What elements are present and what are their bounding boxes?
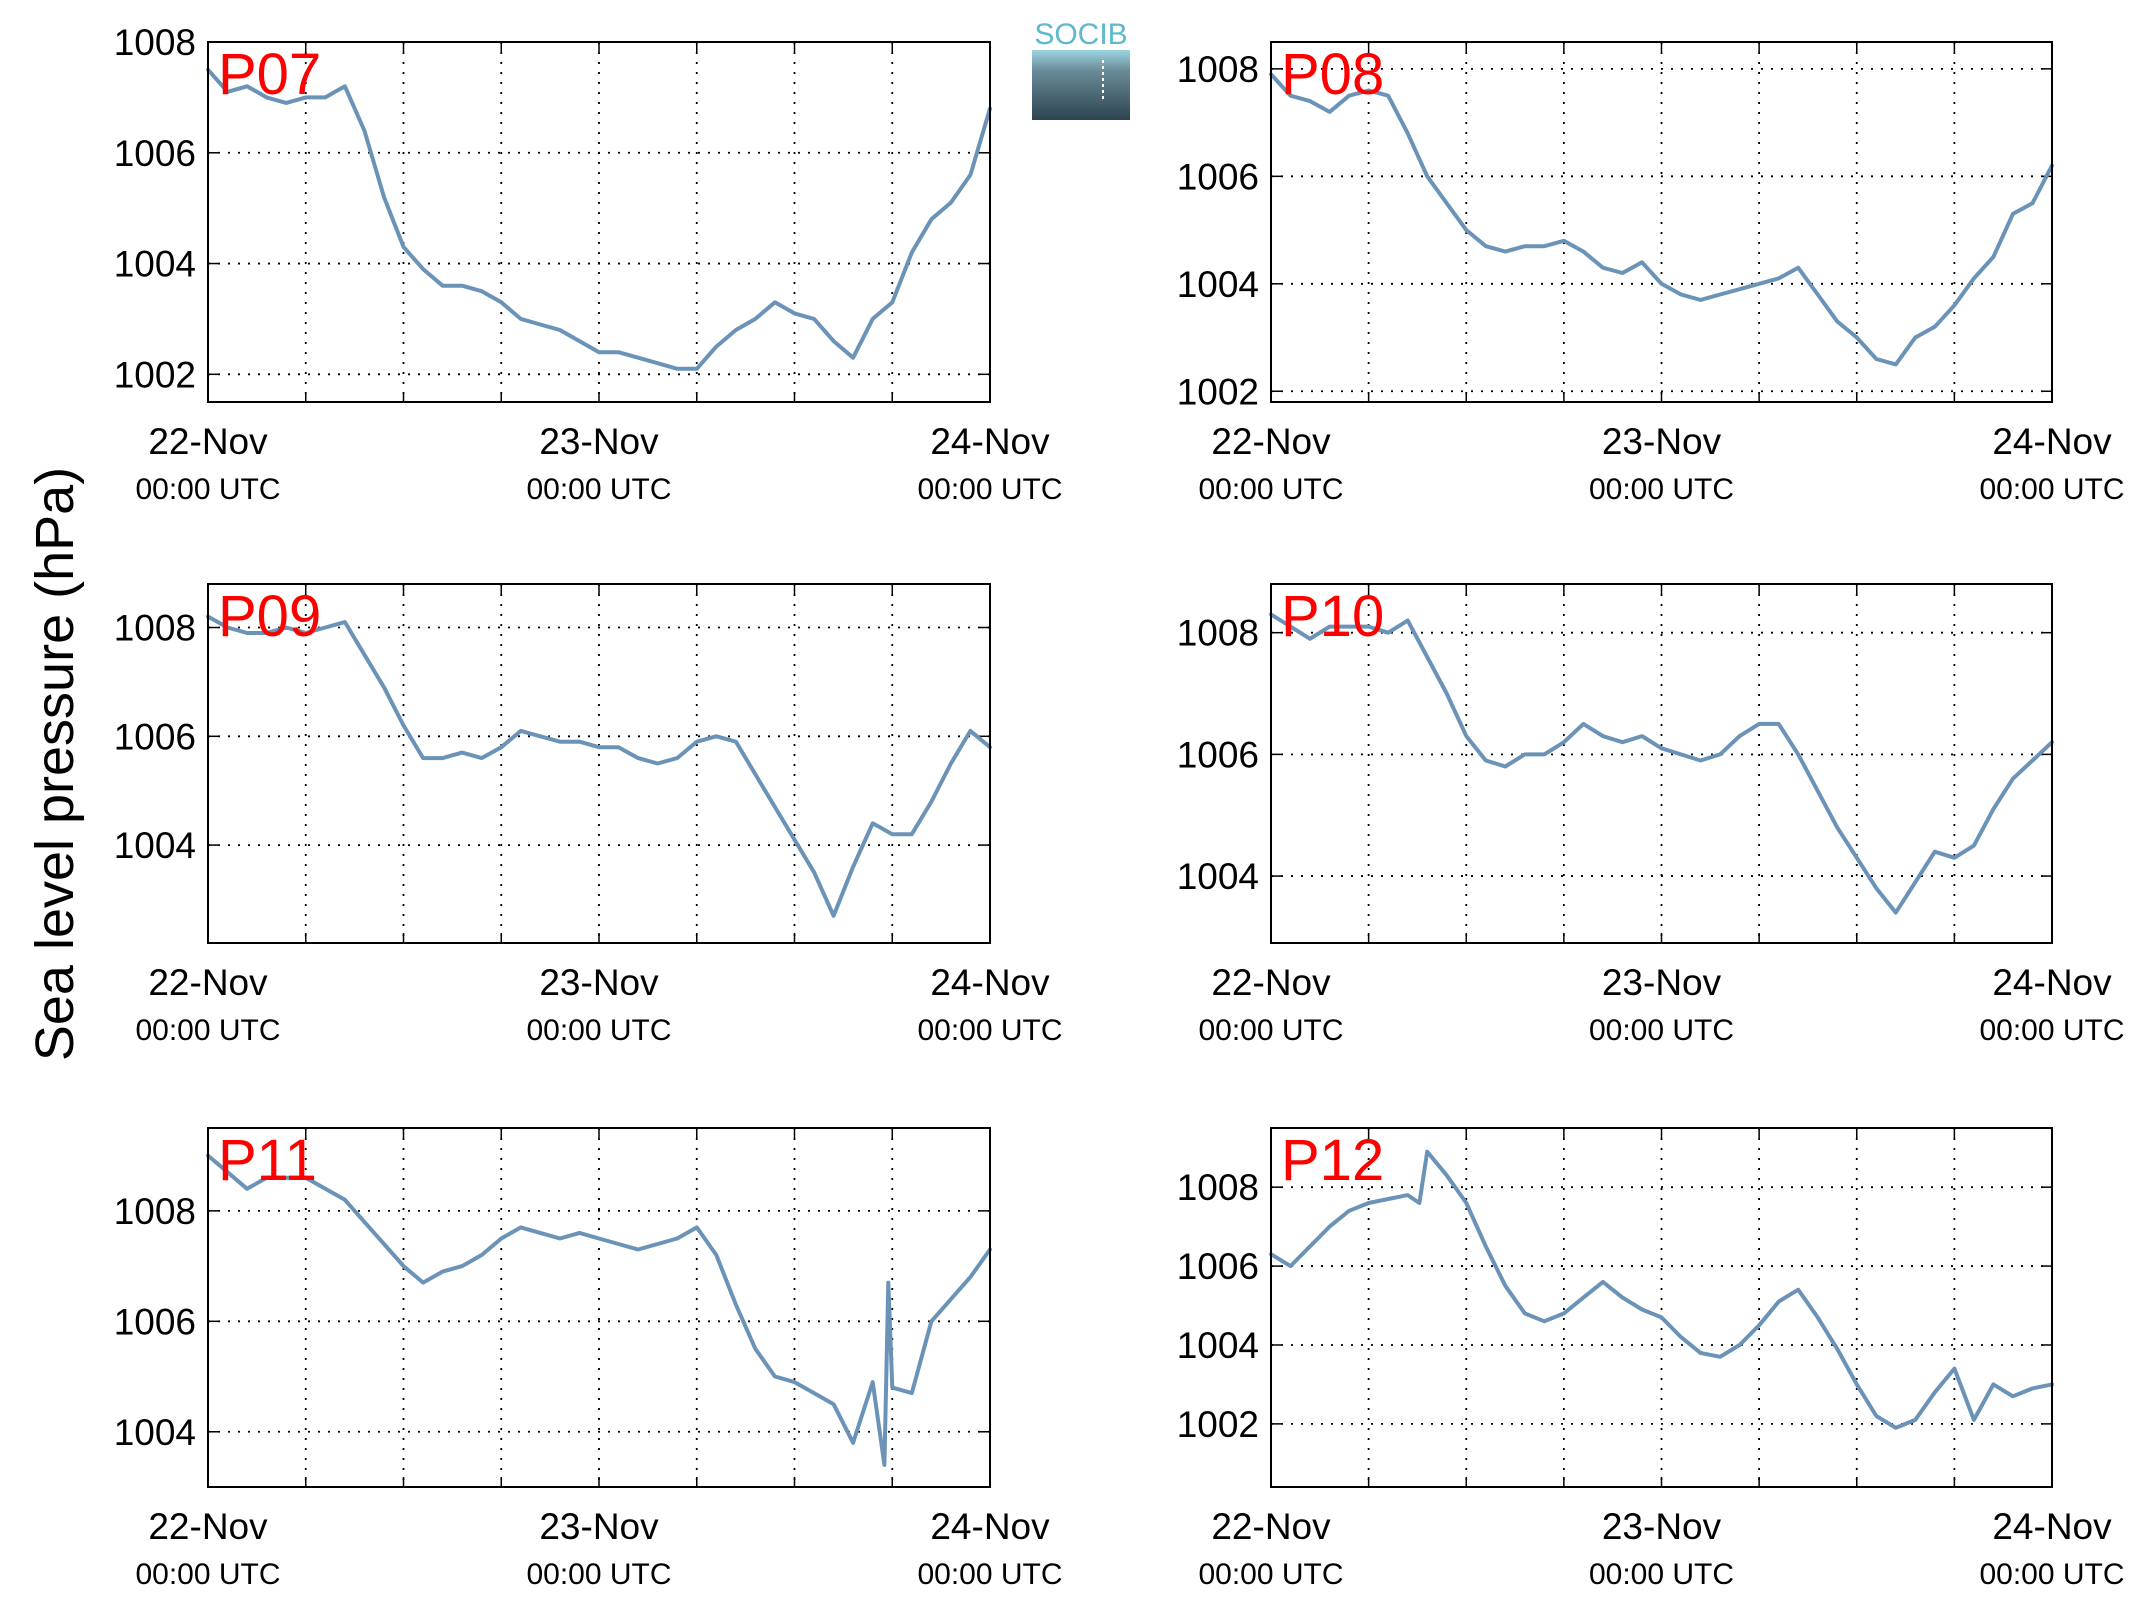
y-tick-label: 1008 [114, 22, 196, 63]
series-line [206, 614, 992, 918]
x-tick-label-date: 23-Nov [539, 421, 659, 462]
chart-panel: 1004 1006 1008 22-Nov 00:00 UTC 23-Nov 00:00 U… [114, 583, 1063, 1047]
panel-label: P11 [218, 1128, 317, 1193]
x-tick-label-time: 00:00 UTC [135, 473, 280, 506]
chart-panel: 1004 1006 1008 22-Nov 00:00 UTC 23-Nov 00:00 U… [1177, 583, 2125, 1047]
x-tick-label-date: 22-Nov [148, 421, 268, 462]
y-tick-label: 1006 [1177, 1246, 1259, 1287]
chart-panel: 1002 1004 1006 1008 22-Nov 00:00 UTC 23-Nov 00:… [1177, 41, 2125, 506]
x-tick-label-date: 23-Nov [539, 1506, 659, 1547]
y-tick-label: 1008 [1177, 1167, 1259, 1208]
y-tick-label: 1004 [1177, 1325, 1259, 1366]
axes-frame [1270, 41, 2053, 403]
chart-panel: 1002 1004 1006 1008 22-Nov 00:00 UTC 23-Nov 00:… [1177, 1127, 2125, 1591]
x-tick-label-time: 00:00 UTC [135, 1014, 280, 1047]
y-tick-label: 1004 [114, 1412, 196, 1453]
x-tick-label-time: 00:00 UTC [135, 1558, 280, 1591]
series-line [1269, 1149, 2054, 1430]
x-tick-label-date: 22-Nov [1211, 421, 1331, 462]
x-tick-label-date: 24-Nov [930, 421, 1050, 462]
y-tick-label: 1004 [114, 244, 196, 285]
series-line [1269, 612, 2054, 915]
x-tick-label-date: 24-Nov [930, 1506, 1050, 1547]
x-tick-label-time: 00:00 UTC [526, 473, 671, 506]
panel-label: P08 [1281, 42, 1384, 107]
y-tick-label: 1004 [1177, 856, 1259, 897]
series-line [206, 1153, 992, 1467]
x-tick-label-date: 23-Nov [1602, 421, 1722, 462]
x-tick-label-time: 00:00 UTC [1979, 1014, 2124, 1047]
x-tick-label-time: 00:00 UTC [1979, 473, 2124, 506]
logo-graphic [1032, 50, 1130, 120]
y-tick-label: 1002 [1177, 1404, 1259, 1445]
axes-frame [207, 1127, 991, 1488]
chart-panel: 1002 1004 1006 1008 22-Nov 00:00 UTC 23-Nov 00:… [114, 22, 1063, 506]
logo-text: SOCIB [1034, 18, 1127, 51]
axes-frame [1270, 583, 2053, 944]
panel-label: P12 [1281, 1128, 1384, 1193]
x-tick-label-date: 22-Nov [148, 1506, 268, 1547]
x-tick-label-time: 00:00 UTC [1589, 473, 1734, 506]
x-tick-label-time: 00:00 UTC [526, 1558, 671, 1591]
x-tick-label-time: 00:00 UTC [1589, 1014, 1734, 1047]
x-tick-label-date: 24-Nov [1992, 962, 2112, 1003]
y-tick-label: 1006 [114, 716, 196, 757]
y-tick-label: 1008 [1177, 613, 1259, 654]
x-tick-label-time: 00:00 UTC [1198, 473, 1343, 506]
x-tick-label-time: 00:00 UTC [917, 1558, 1062, 1591]
y-tick-label: 1008 [1177, 49, 1259, 90]
x-tick-label-date: 22-Nov [148, 962, 268, 1003]
x-tick-label-date: 22-Nov [1211, 962, 1331, 1003]
series-line [206, 67, 992, 371]
socib-logo: SOCIB [1032, 18, 1130, 120]
x-tick-label-date: 24-Nov [1992, 421, 2112, 462]
x-tick-label-time: 00:00 UTC [1589, 1558, 1734, 1591]
y-tick-label: 1006 [114, 133, 196, 174]
x-tick-label-time: 00:00 UTC [1198, 1558, 1343, 1591]
axes-frame [207, 41, 991, 403]
y-tick-label: 1006 [114, 1301, 196, 1342]
panel-label: P10 [1281, 584, 1384, 649]
x-tick-label-time: 00:00 UTC [917, 1014, 1062, 1047]
y-tick-label: 1002 [114, 354, 196, 395]
y-tick-label: 1006 [1177, 156, 1259, 197]
panel-label: P09 [218, 584, 321, 649]
y-tick-label: 1002 [1177, 371, 1259, 412]
axes-frame [207, 583, 991, 944]
x-tick-label-time: 00:00 UTC [917, 473, 1062, 506]
x-tick-label-date: 23-Nov [1602, 962, 1722, 1003]
x-tick-label-date: 22-Nov [1211, 1506, 1331, 1547]
y-axis-label: Sea level pressure (hPa) [25, 467, 85, 1061]
x-tick-label-date: 24-Nov [930, 962, 1050, 1003]
x-tick-label-date: 24-Nov [1992, 1506, 2112, 1547]
x-tick-label-time: 00:00 UTC [526, 1014, 671, 1047]
axes-frame [1270, 1127, 2053, 1488]
x-tick-label-time: 00:00 UTC [1979, 1558, 2124, 1591]
x-tick-label-time: 00:00 UTC [1198, 1014, 1343, 1047]
y-tick-label: 1004 [114, 825, 196, 866]
y-tick-label: 1004 [1177, 264, 1259, 305]
series-line [1269, 72, 2054, 367]
panel-label: P07 [218, 42, 321, 107]
x-tick-label-date: 23-Nov [539, 962, 659, 1003]
y-tick-label: 1008 [114, 608, 196, 649]
chart-panel: 1004 1006 1008 22-Nov 00:00 UTC 23-Nov 00:00 U… [114, 1127, 1063, 1591]
x-tick-label-date: 23-Nov [1602, 1506, 1722, 1547]
y-tick-label: 1006 [1177, 734, 1259, 775]
y-tick-label: 1008 [114, 1191, 196, 1232]
